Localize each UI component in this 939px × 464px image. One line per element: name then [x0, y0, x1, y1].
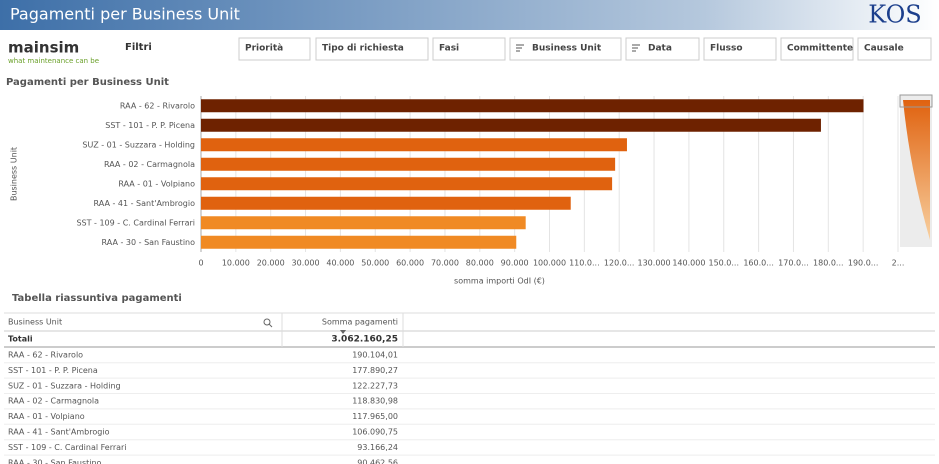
- x-tick-label: 10.000: [222, 259, 250, 268]
- tagline: what maintenance can be: [8, 57, 99, 65]
- table-title: Tabella riassuntiva pagamenti: [12, 293, 182, 304]
- table-cell: 118.830,98: [352, 397, 398, 406]
- table-cell: RAA - 62 - Rivarolo: [8, 351, 83, 360]
- chart-title: Pagamenti per Business Unit: [6, 77, 169, 88]
- y-axis-label: Business Unit: [10, 147, 19, 201]
- totals-value: 3.062.160,25: [331, 335, 398, 345]
- filter-label: Tipo di richiesta: [322, 44, 404, 54]
- x-tick-label: 50.000: [361, 259, 389, 268]
- search-icon[interactable]: [263, 318, 271, 326]
- filter-label: Fasi: [439, 44, 459, 54]
- table-cell: 117.965,00: [352, 412, 398, 421]
- table-cell: 190.104,01: [352, 351, 398, 360]
- filter-button[interactable]: [509, 37, 622, 61]
- x-tick-label: 150.0...: [708, 259, 739, 268]
- column-header[interactable]: Somma pagamenti: [322, 318, 398, 327]
- filter-label: Flusso: [710, 44, 743, 54]
- x-axis-label: somma importi OdI (€): [454, 277, 545, 286]
- x-tick-label: 90.000: [501, 259, 529, 268]
- table-cell: 122.227,73: [352, 381, 398, 390]
- filter-label: Business Unit: [532, 44, 602, 54]
- bar: [201, 216, 526, 230]
- search-icon: [268, 323, 273, 328]
- y-tick-label: SST - 109 - C. Cardinal Ferrari: [76, 218, 195, 227]
- y-tick-label: RAA - 62 - Rivarolo: [120, 101, 195, 110]
- y-tick-label: RAA - 02 - Carmagnola: [104, 160, 195, 169]
- table-cell: RAA - 02 - Carmagnola: [8, 397, 99, 406]
- minimap-window: [899, 94, 933, 108]
- x-tick-label: 2...: [892, 259, 905, 268]
- x-tick-label: 190.0...: [848, 259, 879, 268]
- logo: KOS: [868, 1, 921, 29]
- y-tick-label: RAA - 30 - San Faustino: [102, 238, 196, 247]
- bar: [201, 138, 627, 152]
- filter-button[interactable]: [625, 37, 700, 61]
- filters-title: Filtri: [125, 42, 152, 53]
- x-tick-label: 20.000: [257, 259, 285, 268]
- x-tick-label: 180.0...: [813, 259, 844, 268]
- filter-label: Priorità: [245, 44, 283, 54]
- header-bar: [0, 0, 939, 30]
- y-tick-label: SST - 101 - P. P. Picena: [105, 121, 195, 130]
- x-tick-label: 160.0...: [743, 259, 774, 268]
- table-cell: 106.090,75: [352, 428, 398, 437]
- table-cell: SUZ - 01 - Suzzara - Holding: [8, 381, 121, 390]
- filter-button[interactable]: [315, 37, 429, 61]
- x-tick-label: 100.000: [533, 259, 566, 268]
- table-cell: RAA - 01 - Volpiano: [8, 412, 85, 421]
- table-cell: 93.166,24: [357, 443, 398, 452]
- x-tick-label: 170.0...: [778, 259, 809, 268]
- x-tick-label: 120.0...: [604, 259, 635, 268]
- filter-label: Data: [648, 44, 672, 54]
- totals-label: Totali: [8, 335, 33, 344]
- filter-button[interactable]: [857, 37, 932, 61]
- x-tick-label: 0: [198, 259, 203, 268]
- filter-button[interactable]: [703, 37, 777, 61]
- table-cell: 90.462,56: [357, 458, 398, 464]
- sort-indicator: [340, 330, 346, 334]
- x-tick-label: 110.0...: [569, 259, 600, 268]
- bar: [201, 118, 821, 132]
- filter-button[interactable]: [432, 37, 506, 61]
- x-tick-label: 40.000: [326, 259, 354, 268]
- x-tick-label: 140.000: [672, 259, 705, 268]
- table-cell: SST - 101 - P. P. Picena: [8, 366, 98, 375]
- x-tick-label: 130.000: [638, 259, 671, 268]
- brand: mainsim: [8, 39, 79, 57]
- y-tick-label: RAA - 01 - Volpiano: [118, 179, 195, 188]
- x-tick-label: 30.000: [292, 259, 320, 268]
- filter-label: Causale: [864, 44, 904, 54]
- bar: [201, 235, 517, 249]
- table-cell: RAA - 30 - San Faustino: [8, 458, 102, 464]
- column-header: Business Unit: [8, 318, 62, 327]
- table-cell: 177.890,27: [352, 366, 398, 375]
- filter-button[interactable]: [780, 37, 854, 61]
- header-title: Pagamenti per Business Unit: [10, 5, 240, 24]
- table-cell: SST - 109 - C. Cardinal Ferrari: [8, 443, 127, 452]
- x-tick-label: 70.000: [431, 259, 459, 268]
- bar: [201, 177, 613, 191]
- x-tick-label: 80.000: [466, 259, 494, 268]
- y-tick-label: SUZ - 01 - Suzzara - Holding: [82, 140, 195, 149]
- filter-button[interactable]: [238, 37, 311, 61]
- table-cell: RAA - 41 - Sant'Ambrogio: [8, 428, 110, 437]
- x-tick-label: 60.000: [396, 259, 424, 268]
- minimap-shape: [903, 100, 930, 240]
- y-tick-label: RAA - 41 - Sant'Ambrogio: [94, 199, 196, 208]
- bar: [201, 99, 864, 113]
- filter-label: Committente: [787, 44, 853, 54]
- bar: [201, 157, 616, 171]
- bar: [201, 196, 571, 210]
